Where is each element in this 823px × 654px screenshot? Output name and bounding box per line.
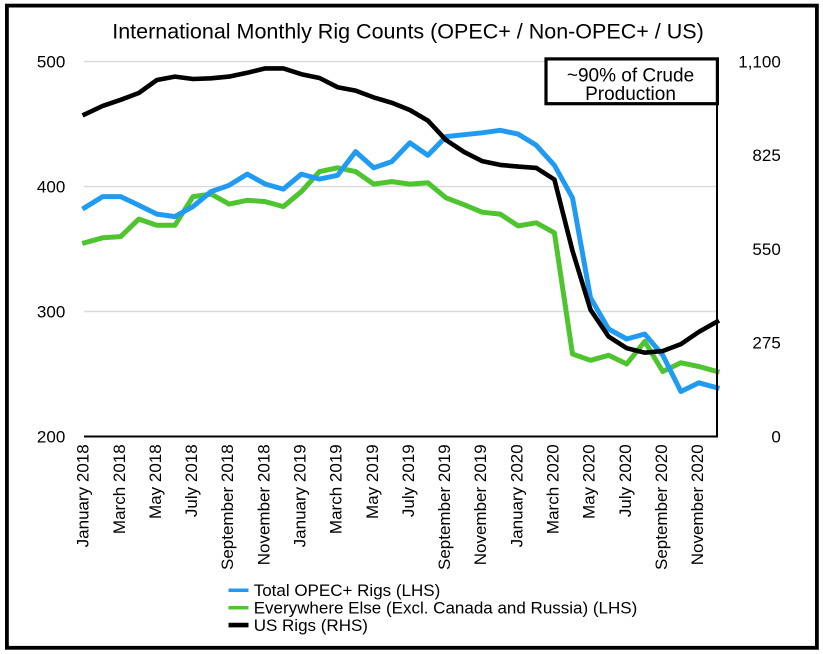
svg-text:January 2019: January 2019 (291, 444, 310, 547)
svg-text:275: 275 (752, 334, 780, 353)
svg-text:Production: Production (585, 84, 676, 105)
svg-text:March 2018: March 2018 (110, 444, 129, 534)
svg-text:November 2018: November 2018 (254, 444, 273, 565)
svg-text:July 2018: July 2018 (182, 444, 201, 517)
svg-text:November 2019: November 2019 (471, 444, 490, 565)
svg-text:May 2019: May 2019 (363, 444, 382, 519)
svg-text:January 2020: January 2020 (507, 444, 526, 547)
svg-text:September 2019: September 2019 (435, 444, 454, 570)
svg-text:1,100: 1,100 (738, 53, 781, 72)
svg-text:500: 500 (37, 53, 65, 72)
svg-text:September 2018: September 2018 (218, 444, 237, 570)
svg-text:January 2018: January 2018 (74, 444, 93, 547)
svg-text:550: 550 (752, 240, 780, 259)
svg-text:~90% of Crude: ~90% of Crude (567, 65, 694, 86)
svg-text:May 2020: May 2020 (580, 444, 599, 519)
svg-text:November 2020: November 2020 (688, 444, 707, 565)
svg-text:July 2019: July 2019 (399, 444, 418, 517)
svg-text:300: 300 (37, 302, 65, 321)
svg-text:200: 200 (37, 427, 65, 446)
svg-text:March 2019: March 2019 (327, 444, 346, 534)
svg-text:July 2020: July 2020 (616, 444, 635, 517)
svg-text:May 2018: May 2018 (146, 444, 165, 519)
svg-text:US Rigs (RHS): US Rigs (RHS) (254, 616, 368, 635)
svg-text:0: 0 (771, 427, 780, 446)
svg-text:Total OPEC+ Rigs (LHS): Total OPEC+ Rigs (LHS) (254, 581, 441, 600)
svg-text:825: 825 (752, 146, 780, 165)
svg-text:September 2020: September 2020 (652, 444, 671, 570)
svg-text:International Monthly Rig Coun: International Monthly Rig Counts (OPEC+ … (112, 20, 704, 44)
svg-text:March 2020: March 2020 (544, 444, 563, 534)
svg-text:400: 400 (37, 178, 65, 197)
svg-text:Everywhere Else (Excl. Canada: Everywhere Else (Excl. Canada and Russia… (254, 599, 638, 618)
